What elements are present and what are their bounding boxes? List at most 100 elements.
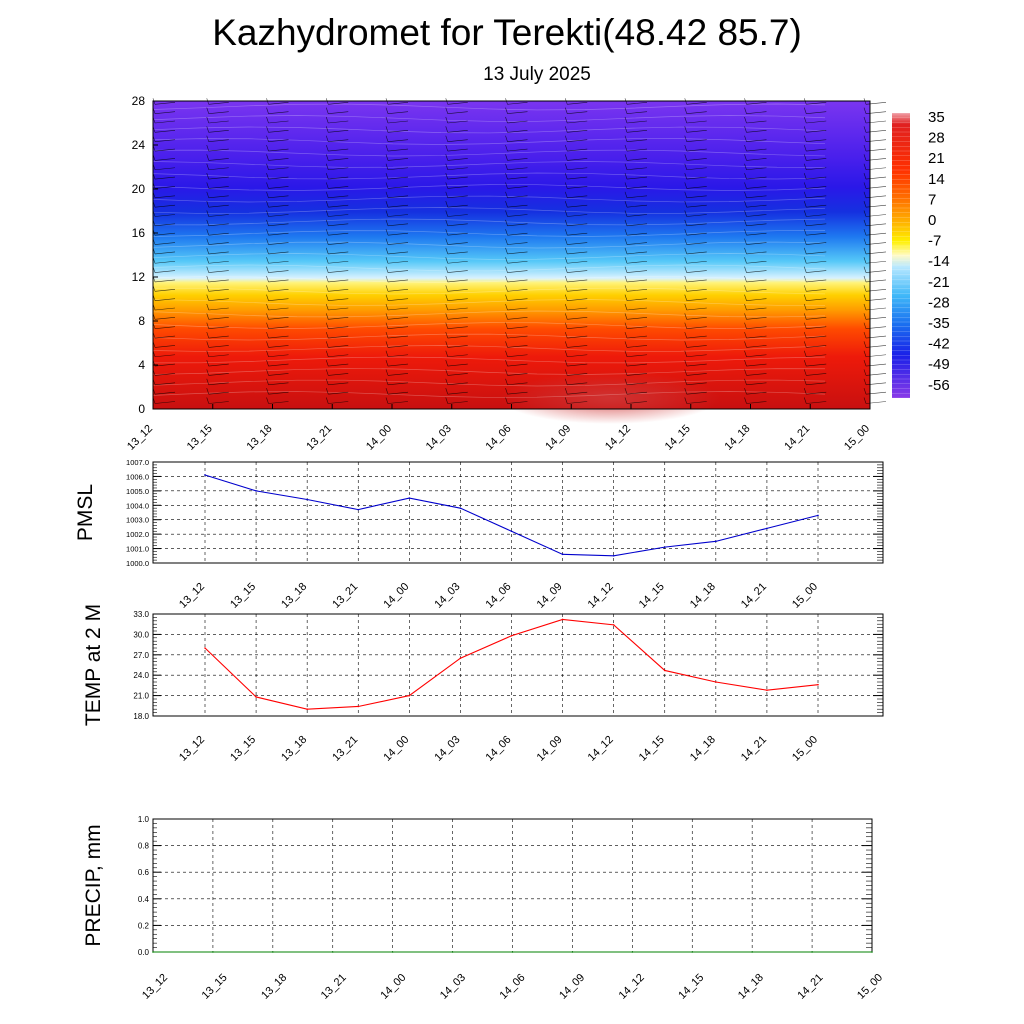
wind-barb-flag: [564, 341, 568, 348]
wind-barb: [208, 260, 229, 264]
wind-barb: [507, 214, 528, 217]
x-tick-label: 14_09: [535, 734, 565, 764]
wind-barb-flag: [325, 397, 329, 404]
wind-barb-flag: [863, 210, 867, 217]
wind-barb-flag: [266, 294, 269, 301]
wind-barb: [268, 354, 289, 358]
wind-barb-flag: [445, 144, 449, 152]
wind-barb: [746, 382, 767, 386]
heatmap-field: [153, 101, 870, 409]
wind-barb: [507, 186, 528, 189]
wind-barb-flag: [863, 350, 867, 357]
wind-barb: [154, 111, 176, 114]
wind-barb-flag: [325, 98, 329, 105]
y-axis-label: TEMP at 2 M: [82, 604, 105, 726]
wind-barb: [686, 214, 707, 217]
wind-barb-flag: [624, 275, 628, 283]
wind-barb: [567, 270, 588, 273]
wind-barb-flag: [624, 388, 628, 395]
wind-barb-flag: [325, 210, 329, 217]
y-tick-label: 1005.0: [126, 487, 149, 496]
y-tick-label: 1007.0: [126, 458, 149, 467]
wind-barb-flag: [684, 266, 688, 273]
wind-barb: [208, 307, 229, 311]
wind-barb: [626, 130, 648, 133]
data-point: [817, 683, 819, 686]
wind-barb: [746, 195, 767, 199]
wind-barb-flag: [325, 238, 329, 245]
wind-barb: [208, 251, 229, 255]
wind-barb-flag: [206, 154, 210, 161]
wind-barb: [746, 148, 767, 152]
wind-barb: [447, 242, 468, 245]
wind-barb: [567, 382, 588, 386]
wind-barb: [268, 120, 289, 124]
wind-barb-flag: [325, 388, 329, 395]
wind-barb-flag: [803, 229, 807, 236]
wind-barb-flag: [624, 144, 628, 152]
wind-barb: [746, 167, 767, 171]
wind-barb: [865, 242, 887, 245]
wind-barb-flag: [684, 350, 688, 357]
wind-barb: [208, 242, 229, 245]
wind-barb: [154, 223, 176, 227]
wind-barb: [328, 176, 349, 180]
wind-barb-flag: [624, 294, 628, 301]
wind-barb-flag: [505, 182, 508, 189]
wind-barb-flag: [803, 331, 807, 339]
wind-barb: [154, 335, 176, 339]
wind-barb: [447, 158, 468, 161]
wind-barb: [507, 204, 528, 208]
wind-barb-flag: [744, 369, 747, 376]
wind-barb-flag: [266, 163, 269, 170]
wind-barb-flag: [803, 182, 807, 189]
wind-barb-flag: [152, 285, 156, 292]
data-point: [612, 554, 615, 557]
wind-barb-flag: [624, 201, 628, 208]
wind-barb: [686, 382, 707, 386]
wind-barb: [208, 214, 229, 217]
wind-barb: [567, 111, 588, 114]
wind-barb-flag: [445, 154, 449, 161]
wind-barb-flag: [445, 275, 449, 283]
pmsl-panel: 1000.0 1001.0 1002.0 1003.0 1004.0 1005.0 1006…: [74, 458, 884, 611]
wind-barb-flag: [564, 247, 568, 254]
x-tick-label: 14_15: [637, 581, 667, 611]
wind-barb-flag: [385, 303, 389, 311]
wind-barb-flag: [325, 182, 329, 189]
wind-barb-flag: [505, 322, 508, 329]
wind-barb: [746, 204, 767, 208]
wind-barb-flag: [266, 173, 269, 180]
wind-barb-flag: [564, 331, 568, 339]
data-point: [255, 490, 257, 492]
wind-barb-flag: [744, 144, 747, 152]
wind-barb-flag: [505, 360, 508, 367]
wind-barb-flag: [863, 182, 867, 189]
wind-barb-flag: [152, 154, 156, 161]
wind-barb-flag: [206, 201, 210, 208]
wind-barb: [387, 317, 409, 320]
wind-barb: [447, 251, 468, 255]
colorbar-label: -42: [928, 336, 950, 353]
x-tick-label: 13_12: [177, 581, 207, 611]
wind-barb-flag: [564, 313, 568, 320]
wind-barb-flag: [803, 303, 807, 311]
wind-barb-flag: [684, 116, 688, 124]
wind-barb-flag: [445, 126, 449, 133]
wind-barb-flag: [624, 173, 628, 180]
data-point: [408, 497, 411, 499]
wind-barb-flag: [624, 257, 628, 264]
y-tick-label: 1006.0: [126, 472, 149, 481]
wind-barb: [268, 158, 289, 161]
wind-barb: [268, 195, 289, 199]
wind-barb-flag: [684, 107, 688, 114]
wind-barb: [387, 363, 409, 367]
wind-barb: [686, 260, 707, 264]
data-point: [663, 546, 666, 548]
wind-barb-flag: [744, 201, 747, 208]
wind-barb-flag: [325, 126, 329, 133]
wind-barb-flag: [266, 98, 269, 105]
wind-barb: [626, 102, 648, 105]
wind-barb: [154, 373, 176, 376]
wind-barb: [686, 232, 707, 236]
